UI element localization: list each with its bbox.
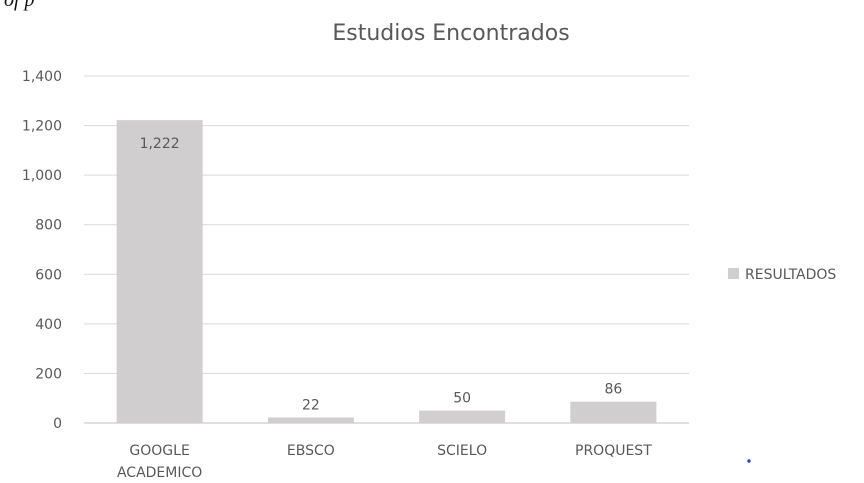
x-axis-labels: GOOGLE ACADEMICO EBSCO SCIELO PROQUEST	[117, 443, 652, 481]
data-label: 50	[453, 391, 471, 407]
y-tick-label: 800	[35, 218, 62, 234]
y-tick-label: 200	[35, 366, 62, 382]
y-tick-label: 0	[53, 416, 62, 432]
data-label: 86	[604, 382, 622, 398]
y-tick-label: 1,000	[22, 168, 62, 184]
y-tick-label: 1,200	[22, 119, 62, 135]
data-labels: 1,222 22 50 86	[140, 136, 623, 413]
chart-title: Estudios Encontrados	[332, 21, 569, 46]
x-category-label: GOOGLE	[129, 443, 189, 459]
bar	[267, 417, 354, 423]
legend: RESULTADOS	[728, 267, 836, 283]
y-tick-label: 400	[35, 317, 62, 333]
legend-label: RESULTADOS	[745, 267, 836, 283]
x-category-label: SCIELO	[437, 443, 487, 459]
x-category-label: EBSCO	[287, 443, 335, 459]
y-tick-label: 1,400	[22, 69, 62, 85]
legend-swatch	[728, 268, 739, 279]
x-category-label: ACADEMICO	[117, 465, 202, 481]
data-label: 22	[302, 398, 320, 414]
bar	[570, 401, 657, 423]
bars	[116, 120, 657, 424]
y-tick-label: 600	[35, 267, 62, 283]
x-category-label: PROQUEST	[575, 443, 652, 459]
data-label: 1,222	[140, 136, 180, 152]
y-axis-ticks: 0 200 400 600 800 1,000 1,200 1,400	[22, 69, 62, 432]
bar	[116, 120, 203, 424]
bar	[419, 410, 506, 423]
stray-dot	[747, 459, 751, 463]
figure-top-fragment: of p	[4, 0, 35, 11]
